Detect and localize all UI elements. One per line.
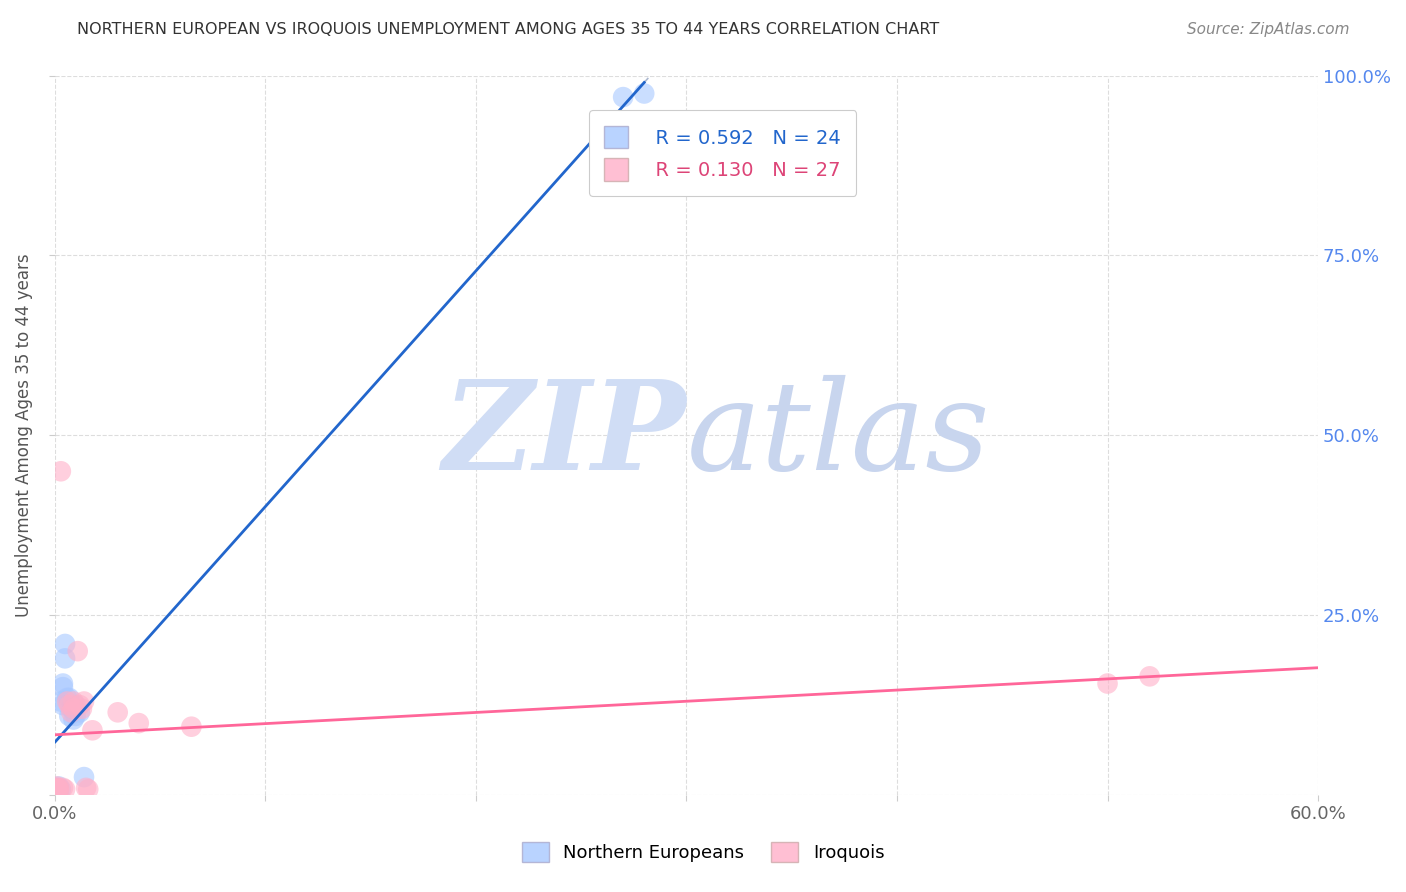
- Point: [128, 716, 150, 731]
- Text: ZIP: ZIP: [443, 375, 686, 496]
- Point: [45, 780, 67, 795]
- Point: [48, 783, 70, 797]
- Point: [52, 698, 75, 712]
- Point: [49, 694, 72, 708]
- Point: [45, 782, 67, 797]
- Point: [60, 706, 83, 720]
- Point: [58, 690, 80, 705]
- Point: [48, 782, 70, 797]
- Legend:   R = 0.592   N = 24,   R = 0.130   N = 27: R = 0.592 N = 24, R = 0.130 N = 27: [589, 111, 856, 196]
- Point: [60, 702, 83, 716]
- Text: Source: ZipAtlas.com: Source: ZipAtlas.com: [1187, 22, 1350, 37]
- Point: [45, 781, 67, 796]
- Point: [62, 702, 84, 716]
- Point: [58, 698, 80, 712]
- Point: [53, 637, 76, 651]
- Point: [77, 782, 100, 797]
- Point: [56, 694, 79, 708]
- Point: [48, 780, 70, 795]
- Point: [49, 782, 72, 797]
- Point: [48, 783, 70, 797]
- Point: [69, 706, 91, 720]
- Point: [180, 720, 202, 734]
- Point: [56, 690, 79, 705]
- Point: [48, 780, 70, 794]
- Point: [45, 780, 67, 794]
- Point: [612, 90, 634, 104]
- Y-axis label: Unemployment Among Ages 35 to 44 years: Unemployment Among Ages 35 to 44 years: [15, 253, 32, 617]
- Point: [73, 770, 96, 784]
- Point: [65, 709, 87, 723]
- Text: atlas: atlas: [686, 375, 990, 496]
- Point: [52, 780, 75, 795]
- Point: [44, 784, 66, 798]
- Point: [62, 713, 84, 727]
- Legend: Northern Europeans, Iroquois: Northern Europeans, Iroquois: [515, 834, 891, 870]
- Point: [1139, 669, 1161, 683]
- Point: [66, 644, 89, 658]
- Point: [62, 694, 84, 708]
- Point: [52, 676, 75, 690]
- Point: [633, 87, 655, 101]
- Point: [48, 781, 70, 796]
- Point: [49, 464, 72, 478]
- Point: [82, 723, 104, 738]
- Point: [53, 651, 76, 665]
- Point: [45, 782, 67, 797]
- Point: [53, 782, 76, 797]
- Point: [69, 698, 91, 712]
- Point: [75, 780, 97, 795]
- Point: [1097, 676, 1119, 690]
- Point: [70, 702, 93, 716]
- Point: [65, 698, 87, 712]
- Point: [44, 780, 66, 795]
- Point: [73, 694, 96, 708]
- Point: [58, 709, 80, 723]
- Text: NORTHERN EUROPEAN VS IROQUOIS UNEMPLOYMENT AMONG AGES 35 TO 44 YEARS CORRELATION: NORTHERN EUROPEAN VS IROQUOIS UNEMPLOYME…: [77, 22, 939, 37]
- Point: [107, 706, 129, 720]
- Point: [52, 680, 75, 694]
